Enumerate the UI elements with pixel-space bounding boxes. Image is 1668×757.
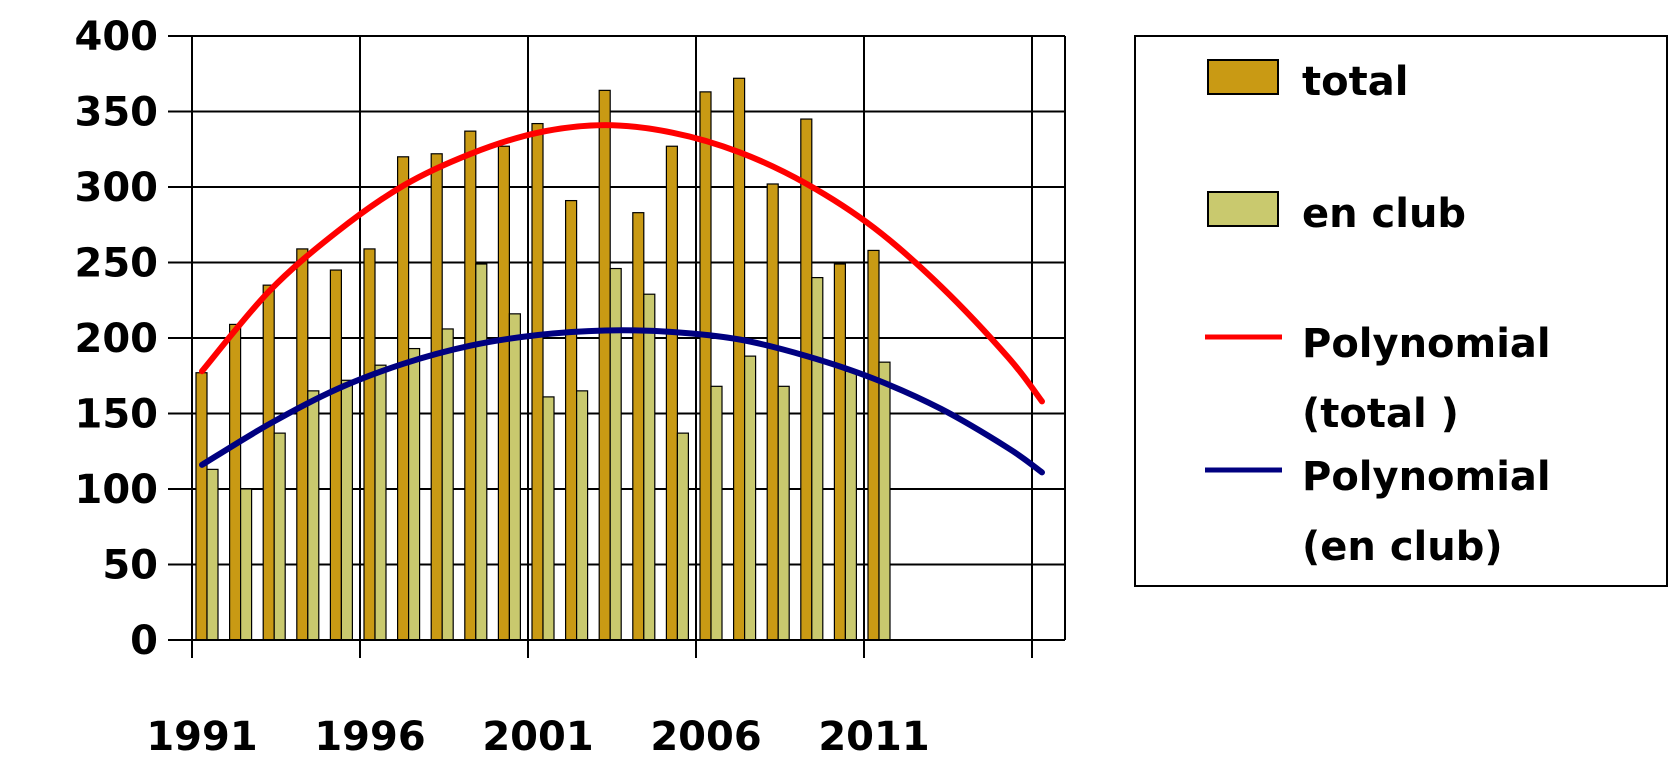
bar-en-club <box>508 313 521 641</box>
bar-en-club <box>374 364 387 641</box>
legend-swatch-total <box>1207 59 1279 95</box>
bar-en-club <box>542 396 555 641</box>
y-tick-label: 150 <box>75 392 159 438</box>
bar-en-club <box>844 370 858 641</box>
bar-en-club <box>240 488 253 641</box>
y-tick-label: 50 <box>102 543 158 589</box>
bar-total <box>329 269 342 641</box>
y-tick-label: 400 <box>75 14 159 60</box>
legend-label-polynomial-en-club-2: (en club) <box>1302 524 1503 570</box>
y-axis-ticks: 0 50 100 150 200 250 300 350 400 <box>75 14 159 664</box>
bar-en-club <box>710 385 723 641</box>
bar-total <box>195 372 208 641</box>
bar-total <box>464 130 477 641</box>
bar-en-club <box>743 355 757 641</box>
trendlines <box>199 122 1045 476</box>
y-tick-label: 350 <box>75 90 159 136</box>
y-tick-label: 250 <box>75 241 159 287</box>
bar-total <box>497 145 510 641</box>
bar-en-club <box>777 385 790 641</box>
y-tick-label: 200 <box>75 316 159 362</box>
legend-label-polynomial-en-club-1: Polynomial <box>1302 454 1551 500</box>
bar-en-club <box>475 263 488 641</box>
bar-total <box>833 263 847 641</box>
bar-total <box>732 77 746 641</box>
bar-total <box>363 248 376 641</box>
bar-en-club <box>340 379 353 641</box>
bar-en-club <box>441 328 454 641</box>
bar-total <box>699 91 712 641</box>
legend-frame <box>1134 35 1668 587</box>
legend-label-en-club: en club <box>1302 191 1466 237</box>
bars <box>195 77 891 641</box>
bar-en-club <box>206 468 219 641</box>
bar-en-club <box>878 361 891 641</box>
bar-total <box>397 156 410 641</box>
y-tick-label: 0 <box>130 618 158 664</box>
x-axis-ticks: 1991 1996 2001 2006 2011 <box>146 714 929 757</box>
bar-total <box>598 89 611 641</box>
x-tick-label: 1996 <box>314 714 425 757</box>
bar-en-club <box>408 347 421 641</box>
legend-swatch-en-club <box>1207 191 1279 227</box>
bar-en-club <box>676 432 690 641</box>
bar-total <box>665 145 679 641</box>
bar-total <box>564 199 578 641</box>
bar-total <box>531 122 544 641</box>
legend-label-polynomial-total-1: Polynomial <box>1302 321 1551 367</box>
bar-en-club <box>609 267 622 641</box>
bar-en-club <box>307 390 320 641</box>
bar-total <box>632 212 645 641</box>
bar-en-club <box>575 390 589 641</box>
bar-total <box>229 323 242 641</box>
x-tick-label: 1991 <box>146 714 257 757</box>
bar-total <box>296 248 309 641</box>
axes <box>168 36 1066 641</box>
bar-total <box>800 118 813 641</box>
bar-en-club <box>643 293 656 641</box>
y-tick-label: 300 <box>75 165 159 211</box>
legend-label-polynomial-total-2: (total ) <box>1302 391 1459 437</box>
bar-en-club <box>273 432 286 641</box>
bar-total <box>262 284 275 641</box>
y-tick-label: 100 <box>75 467 159 513</box>
x-tick-label: 2006 <box>650 714 761 757</box>
bar-total <box>430 153 443 641</box>
bar-total <box>867 249 880 641</box>
bar-en-club <box>811 277 824 641</box>
legend: total en club Polynomial (total ) Polyno… <box>1134 35 1668 587</box>
bar-total <box>766 183 779 641</box>
trendline-polynomial-total <box>199 122 1045 405</box>
x-tick-label: 2001 <box>482 714 593 757</box>
legend-label-total: total <box>1302 59 1408 105</box>
x-tick-label: 2011 <box>818 714 929 757</box>
trendline-polynomial-en-club <box>199 327 1045 476</box>
